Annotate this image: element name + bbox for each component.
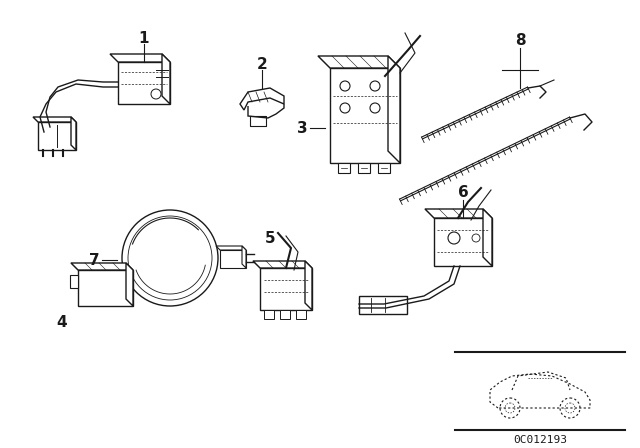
- Polygon shape: [162, 54, 170, 104]
- Polygon shape: [434, 218, 492, 266]
- Text: 4: 4: [57, 314, 67, 329]
- Text: 8: 8: [515, 33, 525, 47]
- Polygon shape: [388, 56, 400, 163]
- Polygon shape: [260, 268, 312, 310]
- Text: 1: 1: [139, 30, 149, 46]
- Polygon shape: [71, 263, 133, 270]
- Polygon shape: [70, 275, 78, 288]
- Polygon shape: [318, 56, 400, 68]
- Bar: [296, 310, 306, 319]
- Polygon shape: [118, 62, 170, 104]
- Bar: [378, 163, 390, 173]
- Bar: [338, 163, 350, 173]
- Polygon shape: [483, 209, 492, 266]
- Bar: [264, 310, 274, 319]
- Polygon shape: [253, 261, 312, 268]
- Polygon shape: [33, 117, 76, 122]
- Polygon shape: [490, 374, 590, 408]
- Polygon shape: [242, 246, 246, 268]
- Polygon shape: [220, 250, 246, 268]
- Polygon shape: [78, 270, 133, 306]
- Polygon shape: [425, 209, 492, 218]
- Text: 3: 3: [297, 121, 307, 135]
- Text: 6: 6: [458, 185, 468, 199]
- Text: 2: 2: [257, 56, 268, 72]
- Bar: [359, 296, 407, 314]
- Polygon shape: [330, 68, 400, 163]
- Text: 7: 7: [89, 253, 99, 267]
- Polygon shape: [110, 54, 170, 62]
- Polygon shape: [126, 263, 133, 306]
- Polygon shape: [38, 122, 76, 150]
- Polygon shape: [71, 117, 76, 150]
- Text: 5: 5: [265, 231, 275, 246]
- Text: 0C012193: 0C012193: [513, 435, 567, 445]
- Bar: [280, 310, 290, 319]
- Polygon shape: [305, 261, 312, 310]
- Polygon shape: [216, 246, 246, 250]
- Bar: [358, 163, 370, 173]
- Polygon shape: [240, 88, 284, 110]
